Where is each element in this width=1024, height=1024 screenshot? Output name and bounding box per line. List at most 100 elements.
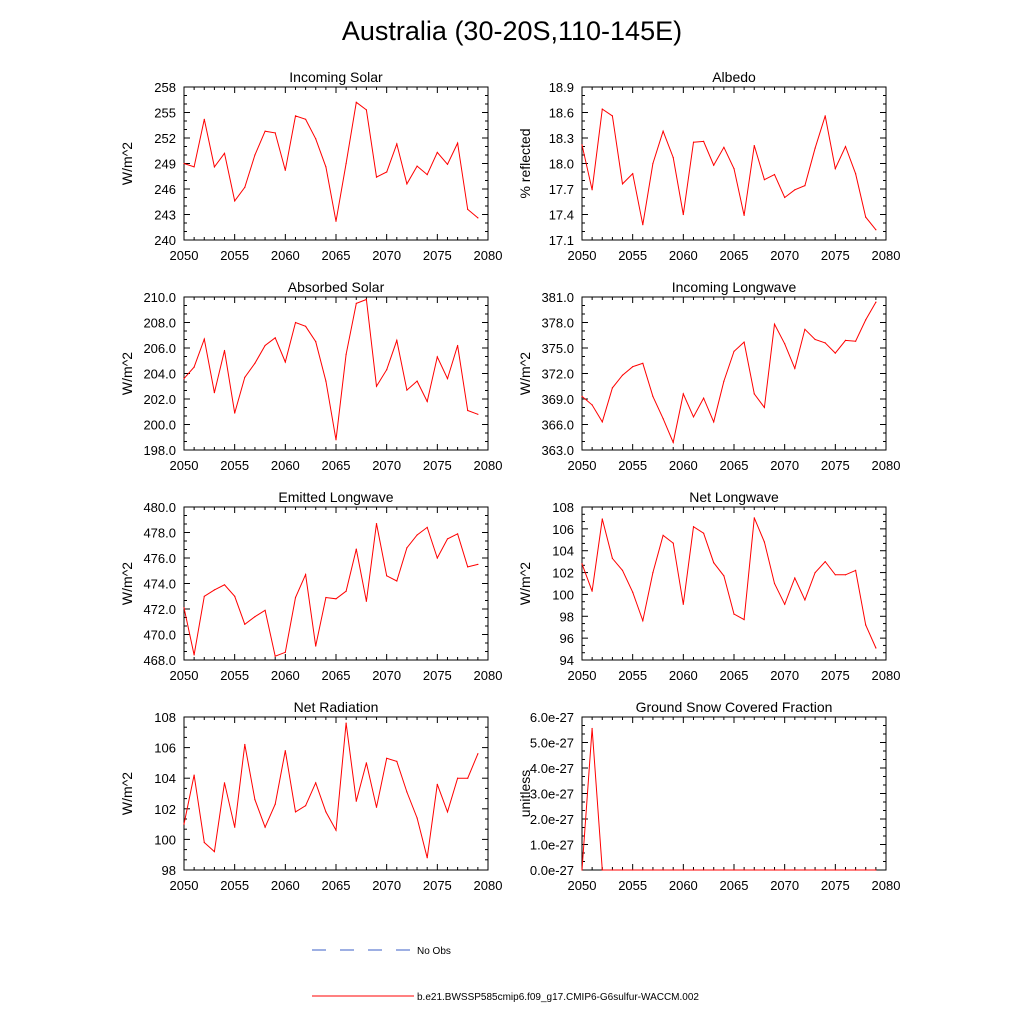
data-point [703,397,705,399]
data-point [794,869,796,871]
panel-grid: Incoming Solar W/m^2 2050 2055 2060 2065 2070 2… [119,69,900,893]
x-tick-label: 2050 [170,248,199,263]
y-tick-label: 106 [552,522,574,537]
data-point [467,409,469,412]
y-tick-label: 100 [552,587,574,602]
x-tick-label: 2060 [669,878,698,893]
y-axis-label: W/m^2 [119,142,135,185]
panel-incoming-longwave: Incoming Longwave W/m^2 2050 2055 2060 2065 20… [517,279,900,473]
x-tick-label: 2060 [669,248,698,263]
data-point [386,369,388,371]
data-point [223,349,226,352]
y-tick-label: 106 [154,741,176,756]
y-tick-label: 375.0 [541,341,574,356]
data-point [386,171,388,173]
data-point [703,869,705,871]
data-point [477,413,479,415]
data-point [875,869,877,871]
data-point [294,321,297,324]
x-tick-label: 2055 [618,458,647,473]
data-point [223,152,226,154]
data-point [223,782,226,784]
data-point [396,143,398,145]
data-point [254,154,256,156]
data-point [753,393,755,395]
x-tick-label: 2080 [474,248,503,263]
data-point [865,624,867,626]
data-point [844,869,847,871]
y-tick-label: 246 [154,182,176,197]
data-point [213,851,215,853]
panel-absorbed-solar: Absorbed Solar W/m^2 2050 2055 2060 2065 2070 2… [119,279,502,473]
data-point [436,356,438,358]
data-point [264,826,266,828]
data-point [406,183,408,185]
data-point [733,350,735,352]
data-point [753,869,755,871]
x-tick-label: 2050 [568,248,597,263]
data-point [733,168,735,170]
data-point [875,647,877,649]
data-point [183,378,185,380]
data-point [477,753,479,755]
data-point [591,590,593,592]
x-tick-label: 2050 [170,668,199,683]
y-tick-label: 100 [154,832,176,847]
data-point [865,319,867,321]
data-point [254,616,256,618]
y-axis-label: W/m^2 [119,772,135,815]
data-point [784,603,786,605]
series-line [183,101,479,222]
y-tick-label: 98 [162,863,176,878]
data-point [345,722,347,724]
data-point [824,342,826,344]
data-point [203,118,205,120]
data-point [203,841,205,844]
data-point [264,130,266,132]
panel-net-longwave: Net Longwave W/m^2 2050 2055 2060 2065 2070 207… [517,489,900,683]
x-tick-label: 2060 [669,668,698,683]
data-point [713,164,715,166]
data-point [773,323,776,325]
data-point [467,777,469,779]
data-point [652,572,654,574]
data-point [426,857,428,859]
x-tick-label: 2075 [821,878,850,893]
data-point [723,575,725,577]
y-tick-label: 476.0 [143,551,176,566]
y-tick-label: 478.0 [143,526,176,541]
y-axis-label: W/m^2 [119,352,135,395]
y-tick-label: 18.0 [549,157,574,172]
data-point [682,213,684,216]
y-tick-label: 204.0 [143,367,176,382]
y-tick-label: 198.0 [143,443,176,458]
data-point [193,166,195,168]
x-tick-label: 2070 [770,878,799,893]
data-point [213,166,215,168]
data-point [426,400,428,403]
y-axis-label: unitless [517,770,533,817]
data-point [581,144,583,146]
data-point [834,168,836,170]
series-line [581,517,877,649]
data-point [713,562,715,564]
x-tick-label: 2075 [423,458,452,473]
y-tick-label: 472.0 [143,602,176,617]
x-tick-label: 2065 [322,878,351,893]
data-point [865,216,867,218]
data-point [365,298,367,301]
x-tick-label: 2070 [372,458,401,473]
series-line [183,723,479,858]
data-point [315,341,317,343]
data-point [713,421,715,423]
data-point [804,869,806,871]
x-tick-label: 2060 [271,248,300,263]
y-tick-label: 104 [154,771,176,786]
data-point [794,577,796,579]
data-point [713,869,715,871]
data-point [834,869,836,871]
data-point [294,115,297,117]
series-line [183,523,479,657]
figure-title: Australia (30-20S,110-145E) [342,16,682,46]
x-tick-label: 2080 [474,668,503,683]
